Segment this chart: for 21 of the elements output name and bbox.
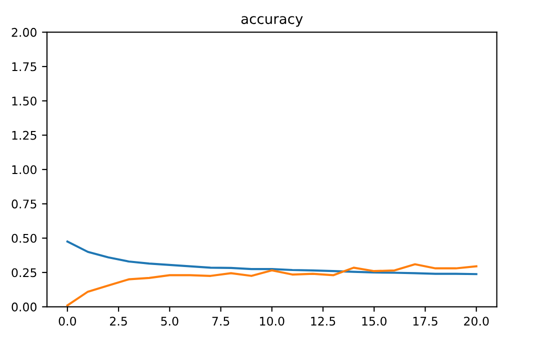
x-tick-label: 12.5 xyxy=(311,316,336,326)
x-tick-label: 17.5 xyxy=(413,316,438,326)
x-tick-label: 7.5 xyxy=(212,316,230,326)
y-tick-label: 1.00 xyxy=(12,165,36,174)
x-tick-label: 20.0 xyxy=(464,316,489,326)
y-tick-label: 0.25 xyxy=(12,268,36,278)
y-tick-label: 1.75 xyxy=(12,62,36,72)
x-tick-label: 10.0 xyxy=(260,316,284,326)
line-series xyxy=(66,263,478,306)
y-tick-label: 0.50 xyxy=(12,234,36,243)
chart-title: accuracy xyxy=(241,16,303,27)
x-tick-label: 15.0 xyxy=(362,316,386,326)
y-tick-label: 0.00 xyxy=(12,302,36,312)
x-tick-label: 2.5 xyxy=(110,316,127,326)
y-tick-label: 2.00 xyxy=(12,28,36,37)
x-tick-label: 5.0 xyxy=(161,316,178,326)
y-tick-label: 0.75 xyxy=(12,200,36,208)
x-tick-label: 0.0 xyxy=(58,316,76,326)
y-tick-label: 1.50 xyxy=(12,96,36,106)
y-tick-label: 1.25 xyxy=(12,130,36,140)
line-series xyxy=(66,240,478,276)
